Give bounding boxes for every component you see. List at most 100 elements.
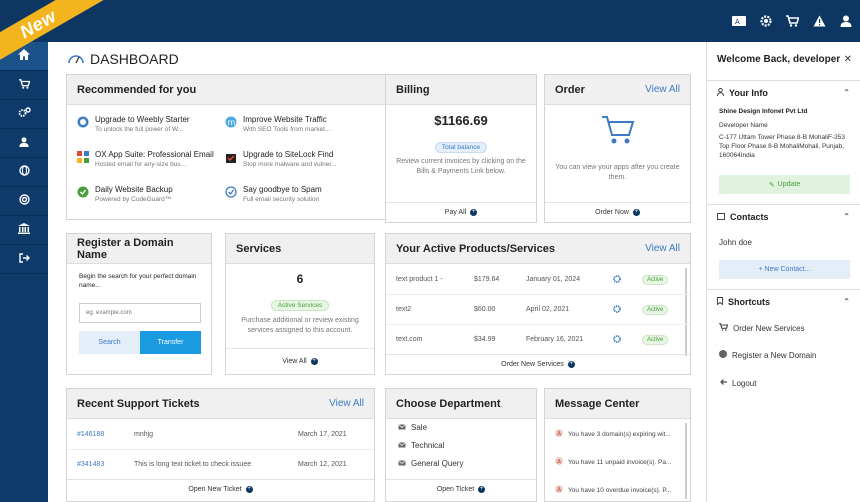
new-contact-button[interactable]: + New Contact... xyxy=(719,260,850,279)
rec-item-sitelock[interactable]: Upgrade to SiteLock Find Stop more malwar… xyxy=(225,150,337,168)
user-icon xyxy=(19,134,29,152)
order-now-button[interactable]: Order Now + xyxy=(545,202,690,222)
company-name: Shine Design Infonet Pvt Ltd xyxy=(719,108,808,115)
update-button[interactable]: ✎ Update xyxy=(719,175,850,194)
open-ticket-button[interactable]: Open Ticket + xyxy=(386,479,536,499)
plus-circle-icon: + xyxy=(478,486,486,493)
department-item[interactable]: General Query xyxy=(398,459,463,468)
search-button[interactable]: Search xyxy=(79,331,140,354)
footer-label: Open Ticket xyxy=(436,486,475,493)
user-icon[interactable] xyxy=(840,15,852,27)
recommended-panel: Recommended for you Upgrade to Weebly St… xyxy=(66,74,422,220)
rec-item-weebly[interactable]: Upgrade to Weebly Starter To unlock the f… xyxy=(77,115,190,133)
panel-title: Order xyxy=(555,83,585,96)
globe-icon xyxy=(719,350,727,360)
pay-all-button[interactable]: Pay All + xyxy=(386,202,536,222)
active-products-panel: Your Active Products/Services View All te… xyxy=(385,233,691,375)
message-item[interactable]: A You have 3 domain(s) expiring wit... xyxy=(555,429,671,439)
top-icons: A xyxy=(732,0,852,42)
ticket-id[interactable]: #341483 xyxy=(77,461,105,468)
scrollbar[interactable] xyxy=(685,423,687,499)
message-center-panel: Message Center A You have 3 domain(s) exp… xyxy=(544,388,691,502)
warning-icon[interactable] xyxy=(813,15,826,27)
domain-search-input[interactable] xyxy=(79,303,201,323)
table-row[interactable]: text product 1 - $179.64 January 01, 202… xyxy=(386,265,690,295)
department-item[interactable]: Sale xyxy=(398,423,427,432)
panel-title: Recommended for you xyxy=(77,83,197,96)
rec-item-spam[interactable]: Say goodbye to Spam Full email security s… xyxy=(225,185,322,203)
view-all-link[interactable]: View All xyxy=(645,243,680,254)
ticket-id[interactable]: #146188 xyxy=(77,431,105,438)
rec-item-seo[interactable]: m Improve Website Traffic With SEO Tools … xyxy=(225,115,330,133)
cart-icon[interactable] xyxy=(786,15,799,27)
cart-icon xyxy=(18,76,30,94)
panel-title: Message Center xyxy=(555,397,640,410)
footer-label: View All xyxy=(282,358,307,365)
total-balance-badge: Total balance xyxy=(434,142,488,153)
shortcut-register-domain[interactable]: Register a New Domain xyxy=(719,350,816,360)
view-all-services-button[interactable]: View All + xyxy=(226,348,374,374)
sidebar-item-support[interactable] xyxy=(0,187,48,216)
rec-item-ox[interactable]: OX App Suite: Professional Email Hosted e… xyxy=(77,150,214,168)
svg-text:A: A xyxy=(735,18,740,26)
status-badge: Active xyxy=(642,275,669,285)
department-panel: Choose Department Sale Technical General… xyxy=(385,388,537,502)
sidebar-item-orders[interactable] xyxy=(0,71,48,100)
scrollbar[interactable] xyxy=(685,268,687,356)
cart-illustration xyxy=(545,115,690,150)
department-item[interactable]: Technical xyxy=(398,441,444,450)
close-icon[interactable]: ✕ xyxy=(843,54,852,65)
view-all-link[interactable]: View All xyxy=(645,84,680,95)
transfer-button[interactable]: Transfer xyxy=(140,331,201,354)
spam-filter-icon xyxy=(225,185,237,203)
footer-label: Pay All xyxy=(444,209,467,216)
message-text: You have 3 domain(s) expiring wit... xyxy=(568,430,671,438)
sidebar-item-domains[interactable] xyxy=(0,158,48,187)
sidebar xyxy=(0,42,48,502)
sidebar-item-account[interactable] xyxy=(0,129,48,158)
rec-sub: Powered by CodeGuard™ xyxy=(95,196,172,203)
table-row[interactable]: #146188 mnhjg March 17, 2021 xyxy=(67,420,374,450)
shortcuts-header[interactable]: Shortcuts ⌃ xyxy=(707,289,860,313)
chevron-up-icon: ⌃ xyxy=(843,297,850,306)
register-domain-panel: Register a Domain Name Begin the search … xyxy=(66,233,212,375)
your-info-header[interactable]: Your Info ⌃ xyxy=(707,80,860,104)
message-item[interactable]: A You have 10 overdue invoice(s). P... xyxy=(555,485,671,495)
language-icon[interactable]: A xyxy=(732,15,746,27)
panel-title: Billing xyxy=(396,83,430,96)
product-name: text2 xyxy=(396,306,412,313)
open-new-ticket-button[interactable]: Open New Ticket + xyxy=(67,479,374,499)
gear-icon[interactable] xyxy=(613,275,621,285)
gear-icon[interactable] xyxy=(613,305,621,315)
view-all-link[interactable]: View All xyxy=(329,398,364,409)
product-price: $34.99 xyxy=(474,336,496,343)
order-new-services-button[interactable]: Order New Services + xyxy=(386,354,690,374)
shortcut-logout[interactable]: Logout xyxy=(719,378,756,388)
contacts-header[interactable]: Contacts ⌃ xyxy=(707,204,860,228)
gear-icon[interactable] xyxy=(613,335,621,345)
contact-name[interactable]: John doe xyxy=(719,238,752,247)
message-item[interactable]: A You have 11 unpaid invoice(s). Pa... xyxy=(555,457,671,467)
sidebar-item-logout[interactable] xyxy=(0,245,48,274)
life-ring-icon xyxy=(18,192,30,210)
product-name: text product 1 - xyxy=(396,276,443,283)
rec-item-backup[interactable]: Daily Website Backup Powered by CodeGuard… xyxy=(77,185,173,203)
table-row[interactable]: text.com $34.99 February 16, 2021 Active xyxy=(386,325,690,355)
shortcut-order-services[interactable]: Order New Services xyxy=(719,323,805,333)
gear-icon[interactable] xyxy=(760,15,772,27)
rec-sub: Full email security solution xyxy=(243,196,320,203)
sitelock-icon xyxy=(225,150,237,168)
sidebar-item-billing[interactable] xyxy=(0,216,48,245)
ticket-subject: mnhjg xyxy=(134,431,154,438)
chevron-up-icon: ⌃ xyxy=(843,212,850,221)
update-label: Update xyxy=(777,181,801,188)
table-row[interactable]: #341483 This is long text ticket to chec… xyxy=(67,450,374,480)
panel-header: Order View All xyxy=(545,75,690,105)
page-title-text: DASHBOARD xyxy=(90,51,179,67)
bookmark-icon xyxy=(717,296,723,307)
table-row[interactable]: text2 $60.00 April 02, 2021 Active xyxy=(386,295,690,325)
panel-header: Choose Department xyxy=(386,389,536,419)
sidebar-item-services[interactable] xyxy=(0,100,48,129)
panel-title: Services xyxy=(236,242,282,255)
dashboard-icon xyxy=(68,51,84,67)
